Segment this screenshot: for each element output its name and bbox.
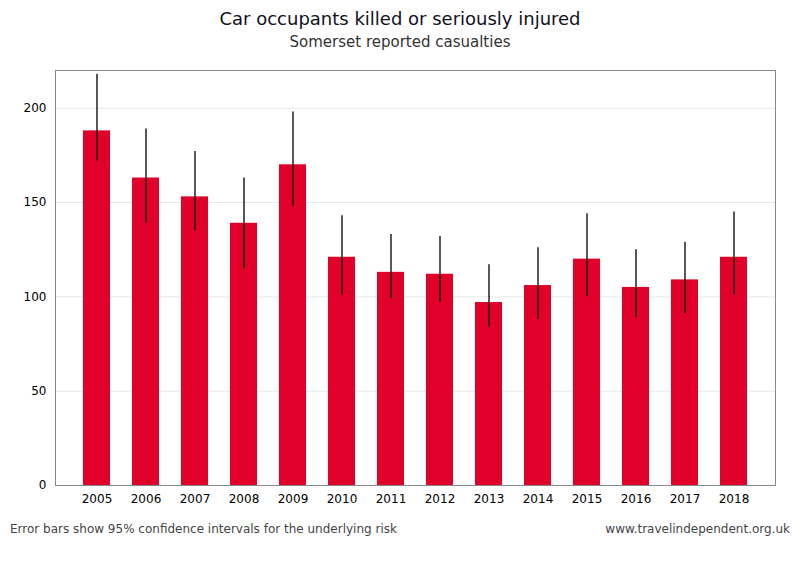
svg-text:2015: 2015 <box>572 492 603 506</box>
svg-text:2018: 2018 <box>719 492 750 506</box>
svg-text:50: 50 <box>31 384 46 398</box>
svg-text:2008: 2008 <box>229 492 260 506</box>
svg-text:2017: 2017 <box>670 492 701 506</box>
html-text:Error bars show 95% confidence: Error bars show 95% confidence intervals… <box>10 522 397 537</box>
svg-text:2016: 2016 <box>621 492 652 506</box>
svg-text:2013: 2013 <box>474 492 505 506</box>
svg-text:150: 150 <box>24 196 47 210</box>
svg-text:2007: 2007 <box>180 492 211 506</box>
svg-text:2010: 2010 <box>327 492 358 506</box>
svg-text:0: 0 <box>39 479 47 493</box>
svg-text:2009: 2009 <box>278 492 309 506</box>
svg-text:2014: 2014 <box>523 492 554 506</box>
svg-text:100: 100 <box>24 290 47 304</box>
html-text:www.travelindependent.org.uk: www.travelindependent.org.uk <box>605 522 790 537</box>
html-text:Somerset reported casualties: Somerset reported casualties <box>289 32 511 51</box>
html-text:Car occupants killed or seriou: Car occupants killed or seriously injure… <box>219 8 581 29</box>
svg-text:2005: 2005 <box>82 492 113 506</box>
svg-text:200: 200 <box>24 101 47 115</box>
svg-text:2011: 2011 <box>376 492 407 506</box>
svg-text:2006: 2006 <box>131 492 162 506</box>
svg-text:2012: 2012 <box>425 492 456 506</box>
